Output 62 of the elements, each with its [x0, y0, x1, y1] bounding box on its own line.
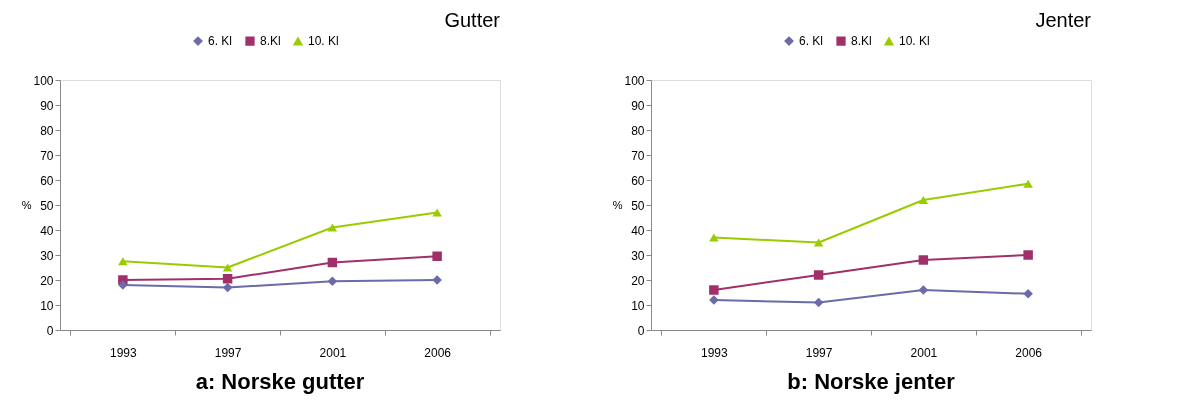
y-tick-label: 40: [40, 223, 54, 238]
point: [813, 238, 824, 247]
x-tick-label: 1997: [805, 345, 833, 360]
point: [222, 282, 233, 293]
legend-label: 10. Kl: [308, 34, 339, 49]
point: [813, 270, 824, 280]
y-tick-label: 90: [40, 98, 54, 113]
y-tick-label: 100: [624, 73, 645, 88]
y-tick-label: 10: [631, 298, 645, 313]
y-tick-label: 70: [631, 148, 645, 163]
y-axis-title: %: [21, 198, 32, 211]
point: [327, 223, 338, 232]
point: [709, 285, 719, 295]
y-tick-label: 50: [631, 198, 645, 213]
chart-title: Jenter: [1035, 9, 1092, 31]
point: [1023, 289, 1033, 299]
y-tick-label: 30: [631, 248, 645, 263]
x-tick-label: 2006: [1015, 345, 1043, 360]
y-tick-label: 0: [46, 323, 54, 338]
y-tick-label: 100: [33, 73, 54, 88]
y-tick-label: 90: [631, 98, 645, 113]
point: [918, 285, 929, 295]
y-tick-label: 40: [631, 223, 645, 238]
y-tick-label: 30: [40, 248, 54, 263]
point: [118, 257, 128, 266]
y-tick-label: 0: [637, 323, 645, 338]
point: [432, 208, 442, 217]
x-tick-label: 1993: [110, 345, 138, 360]
chart-title: Gutter: [444, 9, 501, 31]
x-tick-label: 2001: [319, 345, 347, 360]
point: [709, 233, 719, 242]
y-axis-title: %: [612, 198, 623, 211]
point: [327, 257, 338, 268]
x-tick-label: 2001: [910, 345, 938, 360]
y-tick-label: 80: [631, 123, 645, 138]
y-tick-label: 20: [40, 273, 54, 288]
y-tick-label: 70: [40, 148, 54, 163]
y-tick-label: 20: [631, 273, 645, 288]
point: [1023, 250, 1033, 260]
legend-label: 10. Kl: [899, 34, 930, 49]
point: [1023, 179, 1033, 188]
text: a: Norske gutter: [195, 369, 365, 394]
text: b: Norske jenter: [787, 369, 956, 394]
y-tick-label: 60: [631, 173, 645, 188]
x-tick-label: 2006: [424, 345, 452, 360]
point: [918, 255, 929, 265]
point: [327, 276, 338, 286]
point: [813, 297, 824, 308]
point: [222, 263, 233, 272]
legend-label: 6. Kl: [799, 34, 824, 49]
point: [432, 251, 442, 261]
legend-label: 8.Kl: [851, 34, 872, 49]
legend-label: 8.Kl: [260, 34, 281, 49]
y-tick-label: 60: [40, 173, 54, 188]
y-tick-label: 10: [40, 298, 54, 313]
point: [222, 274, 233, 284]
point: [918, 195, 929, 205]
y-tick-label: 50: [40, 198, 54, 213]
x-tick-label: 1997: [214, 345, 242, 360]
x-tick-label: 1993: [701, 345, 729, 360]
y-tick-label: 80: [40, 123, 54, 138]
legend-label: 6. Kl: [208, 34, 233, 49]
